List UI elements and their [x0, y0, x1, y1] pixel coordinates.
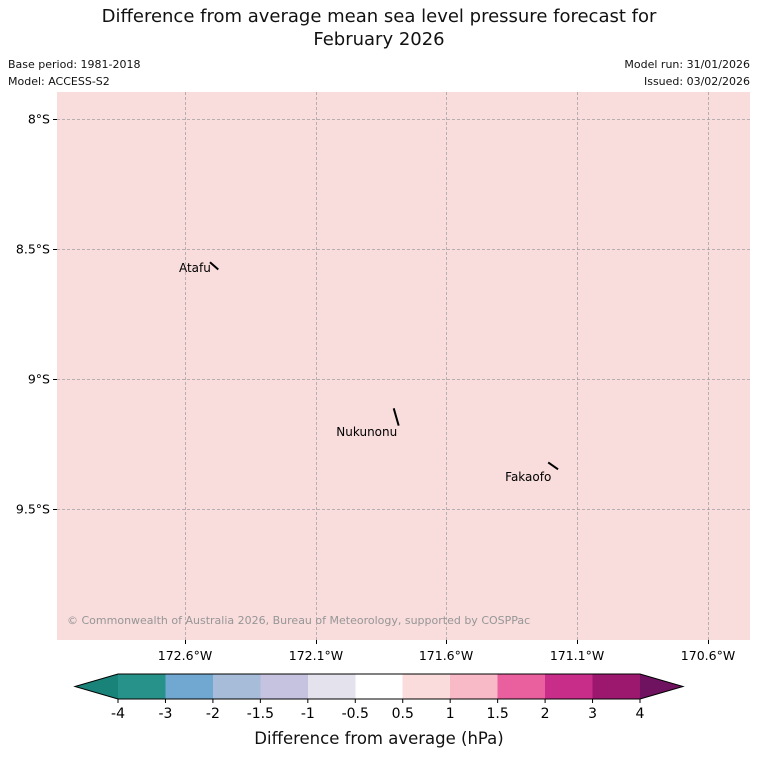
colorbar: -4 -3 -2 -1.5 -1 -0.5 0.5 1 1.5 2 3 4 — [73, 673, 685, 722]
gridline-vertical — [708, 92, 709, 640]
colorbar-tick-label: 1.5 — [487, 706, 509, 722]
lat-tick-label: 9.5°S — [15, 501, 50, 517]
colorbar-tick-label: 3 — [588, 706, 597, 722]
island-label-nukunonu: Nukunonu — [336, 424, 398, 439]
lat-tick-mark — [53, 378, 57, 380]
colorbar-segment — [497, 674, 546, 699]
colorbar-tick-label: -0.5 — [342, 706, 369, 722]
colorbar-tick-label: -4 — [111, 706, 125, 722]
gridline-vertical — [446, 92, 448, 640]
title-line-2: February 2026 — [313, 29, 445, 51]
lon-tick-mark — [446, 640, 448, 644]
colorbar-tick-label: 1 — [446, 706, 455, 722]
model-run-text: Model run: 31/01/2026 — [624, 58, 750, 71]
colorbar-tick-label: 2 — [541, 706, 550, 722]
issued-text: Issued: 03/02/2026 — [643, 74, 750, 88]
lon-tick-label: 171.1°W — [549, 648, 605, 663]
page-title: Difference from average mean sea level p… — [0, 5, 758, 52]
colorbar-tick-label: -2 — [206, 706, 220, 722]
colorbar-tick-label: -1.5 — [247, 706, 274, 722]
gridline-vertical — [315, 92, 317, 640]
lon-tick-mark — [577, 640, 579, 644]
lat-tick-mark — [53, 249, 57, 250]
colorbar-arrow-left — [75, 674, 118, 699]
colorbar-caption: Difference from average (hPa) — [254, 729, 504, 748]
colorbar-segment — [355, 674, 404, 699]
gridline-horizontal — [57, 508, 750, 510]
lon-tick-label: 172.1°W — [288, 648, 344, 663]
island-mark-nukunonu — [392, 407, 399, 426]
colorbar-tick-label: -1 — [301, 706, 315, 722]
meta-right: Model run: 31/01/2026 Issued: 03/02/2026 — [624, 57, 750, 90]
lat-tick-label: 9°S — [27, 371, 50, 387]
colorbar-tick-label: 0.5 — [392, 706, 414, 722]
colorbar-segment — [118, 674, 166, 699]
lon-tick-mark — [315, 640, 317, 644]
gridline-horizontal — [57, 249, 750, 250]
copyright-text: © Commonwealth of Australia 2026, Bureau… — [67, 614, 531, 627]
colorbar-segment — [212, 674, 261, 699]
colorbar-arrow-right — [640, 674, 683, 699]
colorbar-segment — [450, 674, 499, 699]
lat-tick-label: 8.5°S — [15, 241, 50, 257]
colorbar-segment — [592, 674, 641, 699]
lat-tick-mark — [53, 119, 57, 121]
colorbar-segment — [545, 674, 594, 699]
meta-left: Base period: 1981-2018 Model: ACCESS-S2 — [8, 57, 140, 90]
lon-tick-mark — [708, 640, 709, 644]
lon-tick-mark — [184, 640, 186, 644]
title-line-1: Difference from average mean sea level p… — [101, 6, 657, 27]
island-mark-fakaofo — [547, 461, 559, 470]
gridline-vertical — [184, 92, 186, 640]
island-label-atafu: Atafu — [178, 260, 211, 275]
colorbar-tick-label: 4 — [636, 706, 645, 722]
colorbar-segment — [165, 674, 214, 699]
lon-tick-label: 172.6°W — [157, 648, 213, 663]
lon-tick-label: 170.6°W — [680, 648, 736, 663]
lat-tick-mark — [53, 508, 57, 510]
colorbar-segment — [260, 674, 309, 699]
map-area: © Commonwealth of Australia 2026, Bureau… — [57, 92, 750, 640]
gridline-vertical — [577, 92, 579, 640]
gridline-horizontal — [57, 378, 750, 380]
lon-tick-label: 171.6°W — [418, 648, 474, 663]
lat-tick-label: 8°S — [27, 111, 50, 127]
colorbar-segment — [402, 674, 451, 699]
base-period-text: Base period: 1981-2018 — [8, 58, 141, 71]
colorbar-tick-label: -3 — [158, 706, 172, 722]
colorbar-segment — [307, 674, 356, 699]
island-label-fakaofo: Fakaofo — [505, 469, 552, 484]
gridline-horizontal — [57, 119, 750, 121]
model-text: Model: ACCESS-S2 — [8, 74, 110, 88]
